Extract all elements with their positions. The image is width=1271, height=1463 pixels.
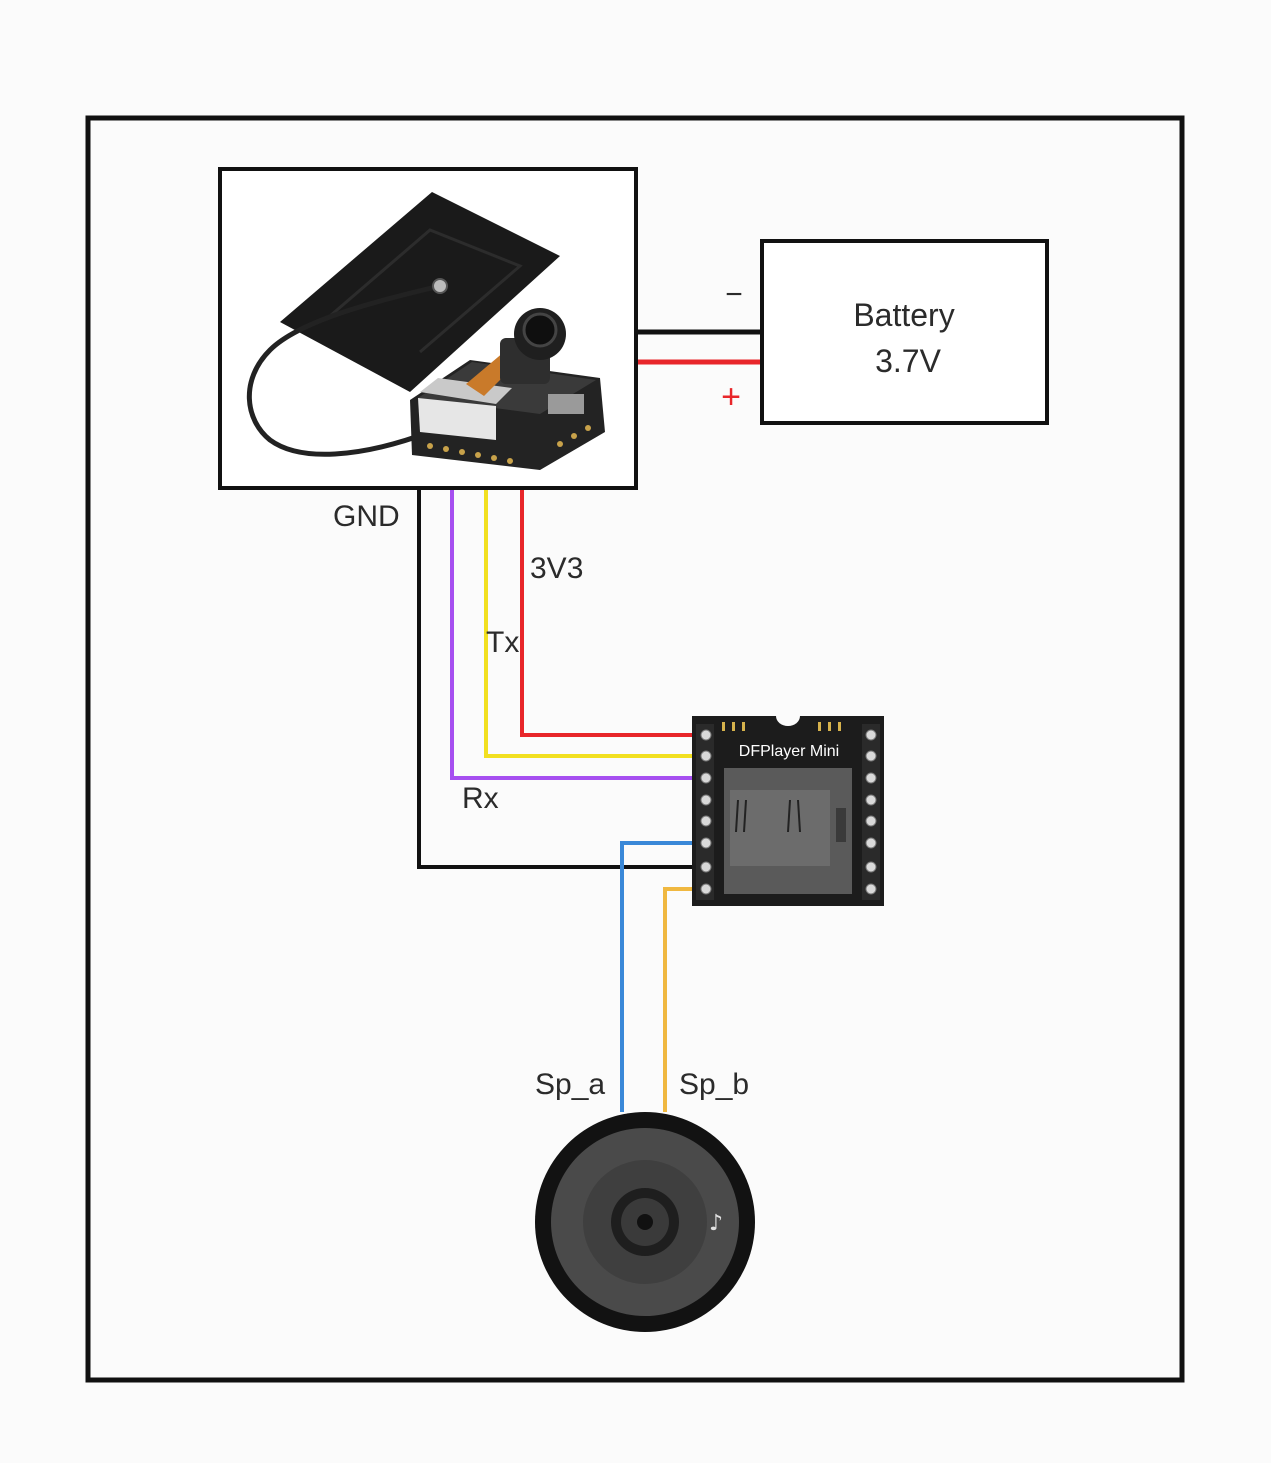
dfplayer-right-pins-icon — [862, 724, 880, 900]
tx-wire — [484, 488, 706, 758]
battery-voltage: 3.7V — [875, 343, 941, 379]
board-shield-front-icon — [418, 398, 496, 440]
dfplayer-top-pads-icon — [722, 722, 841, 731]
rx-wire — [450, 488, 706, 780]
gnd-wire — [417, 488, 706, 869]
battery-positive-sign: + — [721, 378, 741, 416]
v33-label: 3V3 — [530, 552, 583, 585]
sd-slot-tab-icon — [836, 808, 846, 842]
antenna-connector-icon — [432, 278, 448, 294]
battery-negative-sign: − — [725, 278, 743, 311]
board-chip-icon — [548, 394, 584, 414]
dfplayer-mini: DFPlayer Mini — [692, 716, 884, 906]
v33-wire — [520, 488, 706, 737]
sp-b-label: Sp_b — [679, 1068, 749, 1101]
tx-label: Tx — [486, 626, 519, 659]
dfplayer-notch-icon — [776, 716, 800, 726]
speaker-center-icon — [637, 1214, 653, 1230]
battery-box — [760, 239, 1049, 425]
battery-label: Battery — [853, 297, 954, 333]
sd-slot-contacts-icon — [735, 799, 801, 833]
gnd-label: GND — [333, 500, 400, 533]
dfplayer-title: DFPlayer Mini — [739, 743, 839, 760]
speaker: ♪ — [535, 1112, 755, 1332]
outer-frame — [85, 115, 1185, 1383]
antenna-cable-icon — [246, 283, 441, 457]
antenna-etch-icon — [329, 228, 523, 354]
rx-label: Rx — [462, 782, 499, 815]
dfplayer-left-pins-icon — [696, 724, 714, 900]
battery: Battery 3.7V − + — [721, 239, 1049, 425]
sp-a-wire — [620, 841, 706, 1112]
sp-a-label: Sp_a — [535, 1068, 605, 1101]
camera-lens-icon — [522, 312, 558, 348]
board-pads-icon — [427, 425, 591, 464]
esp32-board — [218, 167, 638, 490]
speaker-note-icon: ♪ — [709, 1211, 723, 1236]
board-shield-icon — [420, 378, 512, 404]
